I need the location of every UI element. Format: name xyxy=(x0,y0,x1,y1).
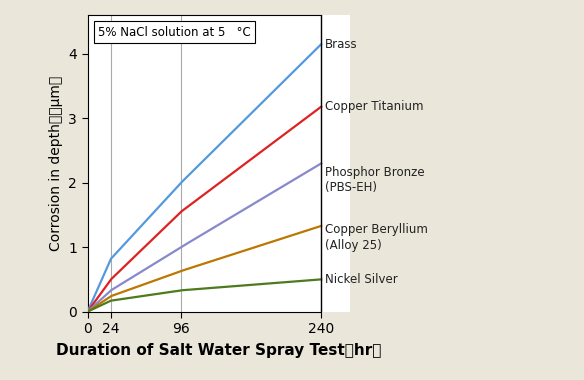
Text: Phosphor Bronze
(PBS-EH): Phosphor Bronze (PBS-EH) xyxy=(325,166,425,193)
Text: Brass: Brass xyxy=(325,38,358,51)
Text: Copper Titanium: Copper Titanium xyxy=(325,100,423,113)
X-axis label: Duration of Salt Water Spray Test（hr）: Duration of Salt Water Spray Test（hr） xyxy=(56,343,382,358)
Y-axis label: Corrosion in depth　（μm）: Corrosion in depth （μm） xyxy=(48,76,62,251)
Text: Nickel Silver: Nickel Silver xyxy=(325,273,398,286)
Text: Copper Beryllium
(Alloy 25): Copper Beryllium (Alloy 25) xyxy=(325,223,428,252)
Text: 5% NaCl solution at 5   °C: 5% NaCl solution at 5 °C xyxy=(98,25,251,39)
